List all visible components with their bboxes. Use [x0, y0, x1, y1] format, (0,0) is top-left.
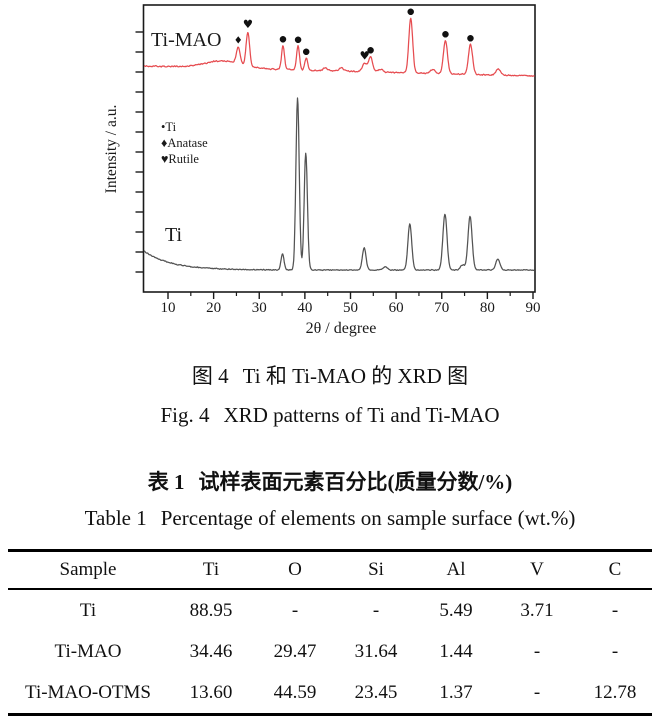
series-curve-ti-mao — [143, 17, 535, 77]
table-cell: 12.78 — [593, 681, 637, 703]
x-tick-label: 80 — [480, 300, 495, 316]
x-tick-label: 30 — [252, 300, 267, 316]
x-axis-label: 2θ / degree — [306, 320, 377, 337]
table-cell: 29.47 — [273, 640, 317, 662]
elements-table: Sample Ti O Si Al V C Ti 88.95- -5.49 3.71- Ti-MAO… — [8, 549, 652, 716]
table-cell: 5.49 — [439, 599, 473, 621]
x-tick-label: 70 — [434, 300, 449, 316]
table-caption-en-text: Percentage of elements on sample surface… — [160, 506, 576, 530]
marker-rutile-icon: ♥ — [243, 17, 253, 31]
x-tick-label: 40 — [297, 300, 312, 316]
marker-ti-icon: ● — [279, 35, 286, 45]
table-cell: 1.37 — [439, 681, 473, 703]
figure-caption-zh-label: 图 4 — [191, 364, 229, 388]
table-row: Ti-MAO-OTMS 13.60 44.59 23.45 1.37 - 12.78 — [8, 672, 652, 715]
figure-caption-zh-text: Ti 和 Ti-MAO 的 XRD 图 — [242, 364, 469, 388]
table-cell: 13.60 — [189, 681, 233, 703]
x-tick-label: 90 — [526, 300, 541, 316]
header-cell-si: Si — [368, 559, 384, 580]
marker-ti-icon: ● — [367, 46, 374, 56]
figure-caption-en: Fig. 4 XRD patterns of Ti and Ti-MAO — [0, 403, 660, 428]
table-cell: 23.45 — [354, 681, 398, 703]
marker-ti-icon: ● — [442, 30, 449, 40]
marker-ti-icon: ● — [407, 7, 414, 17]
xrd-curves — [143, 17, 535, 272]
table-caption-zh-text: 试样表面元素百分比(质量分数/%) — [198, 470, 513, 494]
elements-table-head: Sample Ti O Si Al V C — [8, 550, 652, 589]
header-cell-o: O — [288, 559, 302, 580]
elements-table-body: Ti 88.95 - - 5.49 3.71 - Ti-MAO 34.46 29.47 31.64 1… — [8, 589, 652, 715]
header-cell-sample: Sample — [59, 559, 117, 580]
y-axis-label: Intensity / a.u. — [103, 105, 120, 194]
phase-markers: ♦♥● ●● ♥●●● ● — [234, 7, 474, 63]
figure-caption-en-text: XRD patterns of Ti and Ti-MAO — [223, 403, 500, 427]
table-caption-en: Table 1 Percentage of elements on sample … — [0, 506, 660, 531]
table-cell: - — [291, 599, 299, 621]
figure-caption-en-label: Fig. 4 — [160, 403, 210, 427]
table-cell: - — [533, 681, 541, 703]
table-cell: Ti — [79, 599, 97, 621]
table-cell: - — [372, 599, 380, 621]
figure-caption-zh: 图 4 Ti 和 Ti-MAO 的 XRD 图 — [0, 360, 660, 390]
legend-item-rutile: ♥Rutile — [161, 152, 199, 166]
table-cell: - — [611, 640, 619, 662]
header-cell-v: V — [530, 559, 544, 580]
marker-rutile-icon: ♥ — [359, 48, 369, 62]
x-tick-label: 20 — [206, 300, 221, 316]
header-cell-c: C — [608, 559, 622, 580]
xrd-chart: 10 20 30 40 50 60 70 80 90 ♦♥● ●● ♥●●● ● •Ti♦Anatas… — [103, 4, 541, 337]
marker-ti-icon: ● — [303, 47, 310, 57]
legend-item-ti: •Ti — [161, 120, 177, 134]
marker-ti-icon: ● — [467, 33, 474, 43]
x-tick-label: 50 — [343, 300, 358, 316]
marker-anatase-icon: ♦ — [234, 36, 243, 47]
x-tick-labels: 10 20 30 40 50 60 70 80 90 — [161, 300, 541, 316]
table-cell: 31.64 — [354, 640, 398, 662]
table-cell: 88.95 — [189, 599, 233, 621]
x-tick-label: 10 — [161, 300, 176, 316]
table-cell: Ti-MAO-OTMS — [25, 681, 151, 703]
table-cell: - — [611, 599, 619, 621]
marker-ti-icon: ● — [294, 35, 301, 45]
chart-legend: •Ti ♦Anatase ♥Rutile — [161, 120, 208, 166]
y-axis-ticks — [135, 31, 144, 273]
table-cell: 3.71 — [520, 599, 554, 621]
series-label-timao: Ti-MAO — [151, 29, 221, 51]
table-row: Ti-MAO 34.46 29.47 31.64 1.44 - - — [8, 631, 652, 672]
table-caption-zh: 表 1 试样表面元素百分比(质量分数/%) — [0, 466, 660, 496]
table-cell: Ti-MAO — [54, 640, 122, 662]
legend-item-anatase: ♦Anatase — [161, 136, 208, 150]
header-cell-al: Al — [446, 559, 466, 580]
table-cell: 34.46 — [189, 640, 233, 662]
table-caption-en-label: Table 1 — [84, 506, 147, 530]
table-cell: 44.59 — [273, 681, 317, 703]
table-cell: 1.44 — [439, 640, 473, 662]
table-cell: - — [533, 640, 541, 662]
table-row: Ti 88.95 - - 5.49 3.71 - — [8, 589, 652, 631]
series-label-ti: Ti — [165, 224, 183, 246]
x-tick-label: 60 — [389, 300, 404, 316]
header-cell-ti: Ti — [202, 559, 220, 580]
table-caption-zh-label: 表 1 — [147, 470, 185, 494]
x-axis-ticks — [167, 292, 534, 299]
series-curve-ti — [143, 97, 535, 272]
plot-frame — [142, 4, 536, 293]
